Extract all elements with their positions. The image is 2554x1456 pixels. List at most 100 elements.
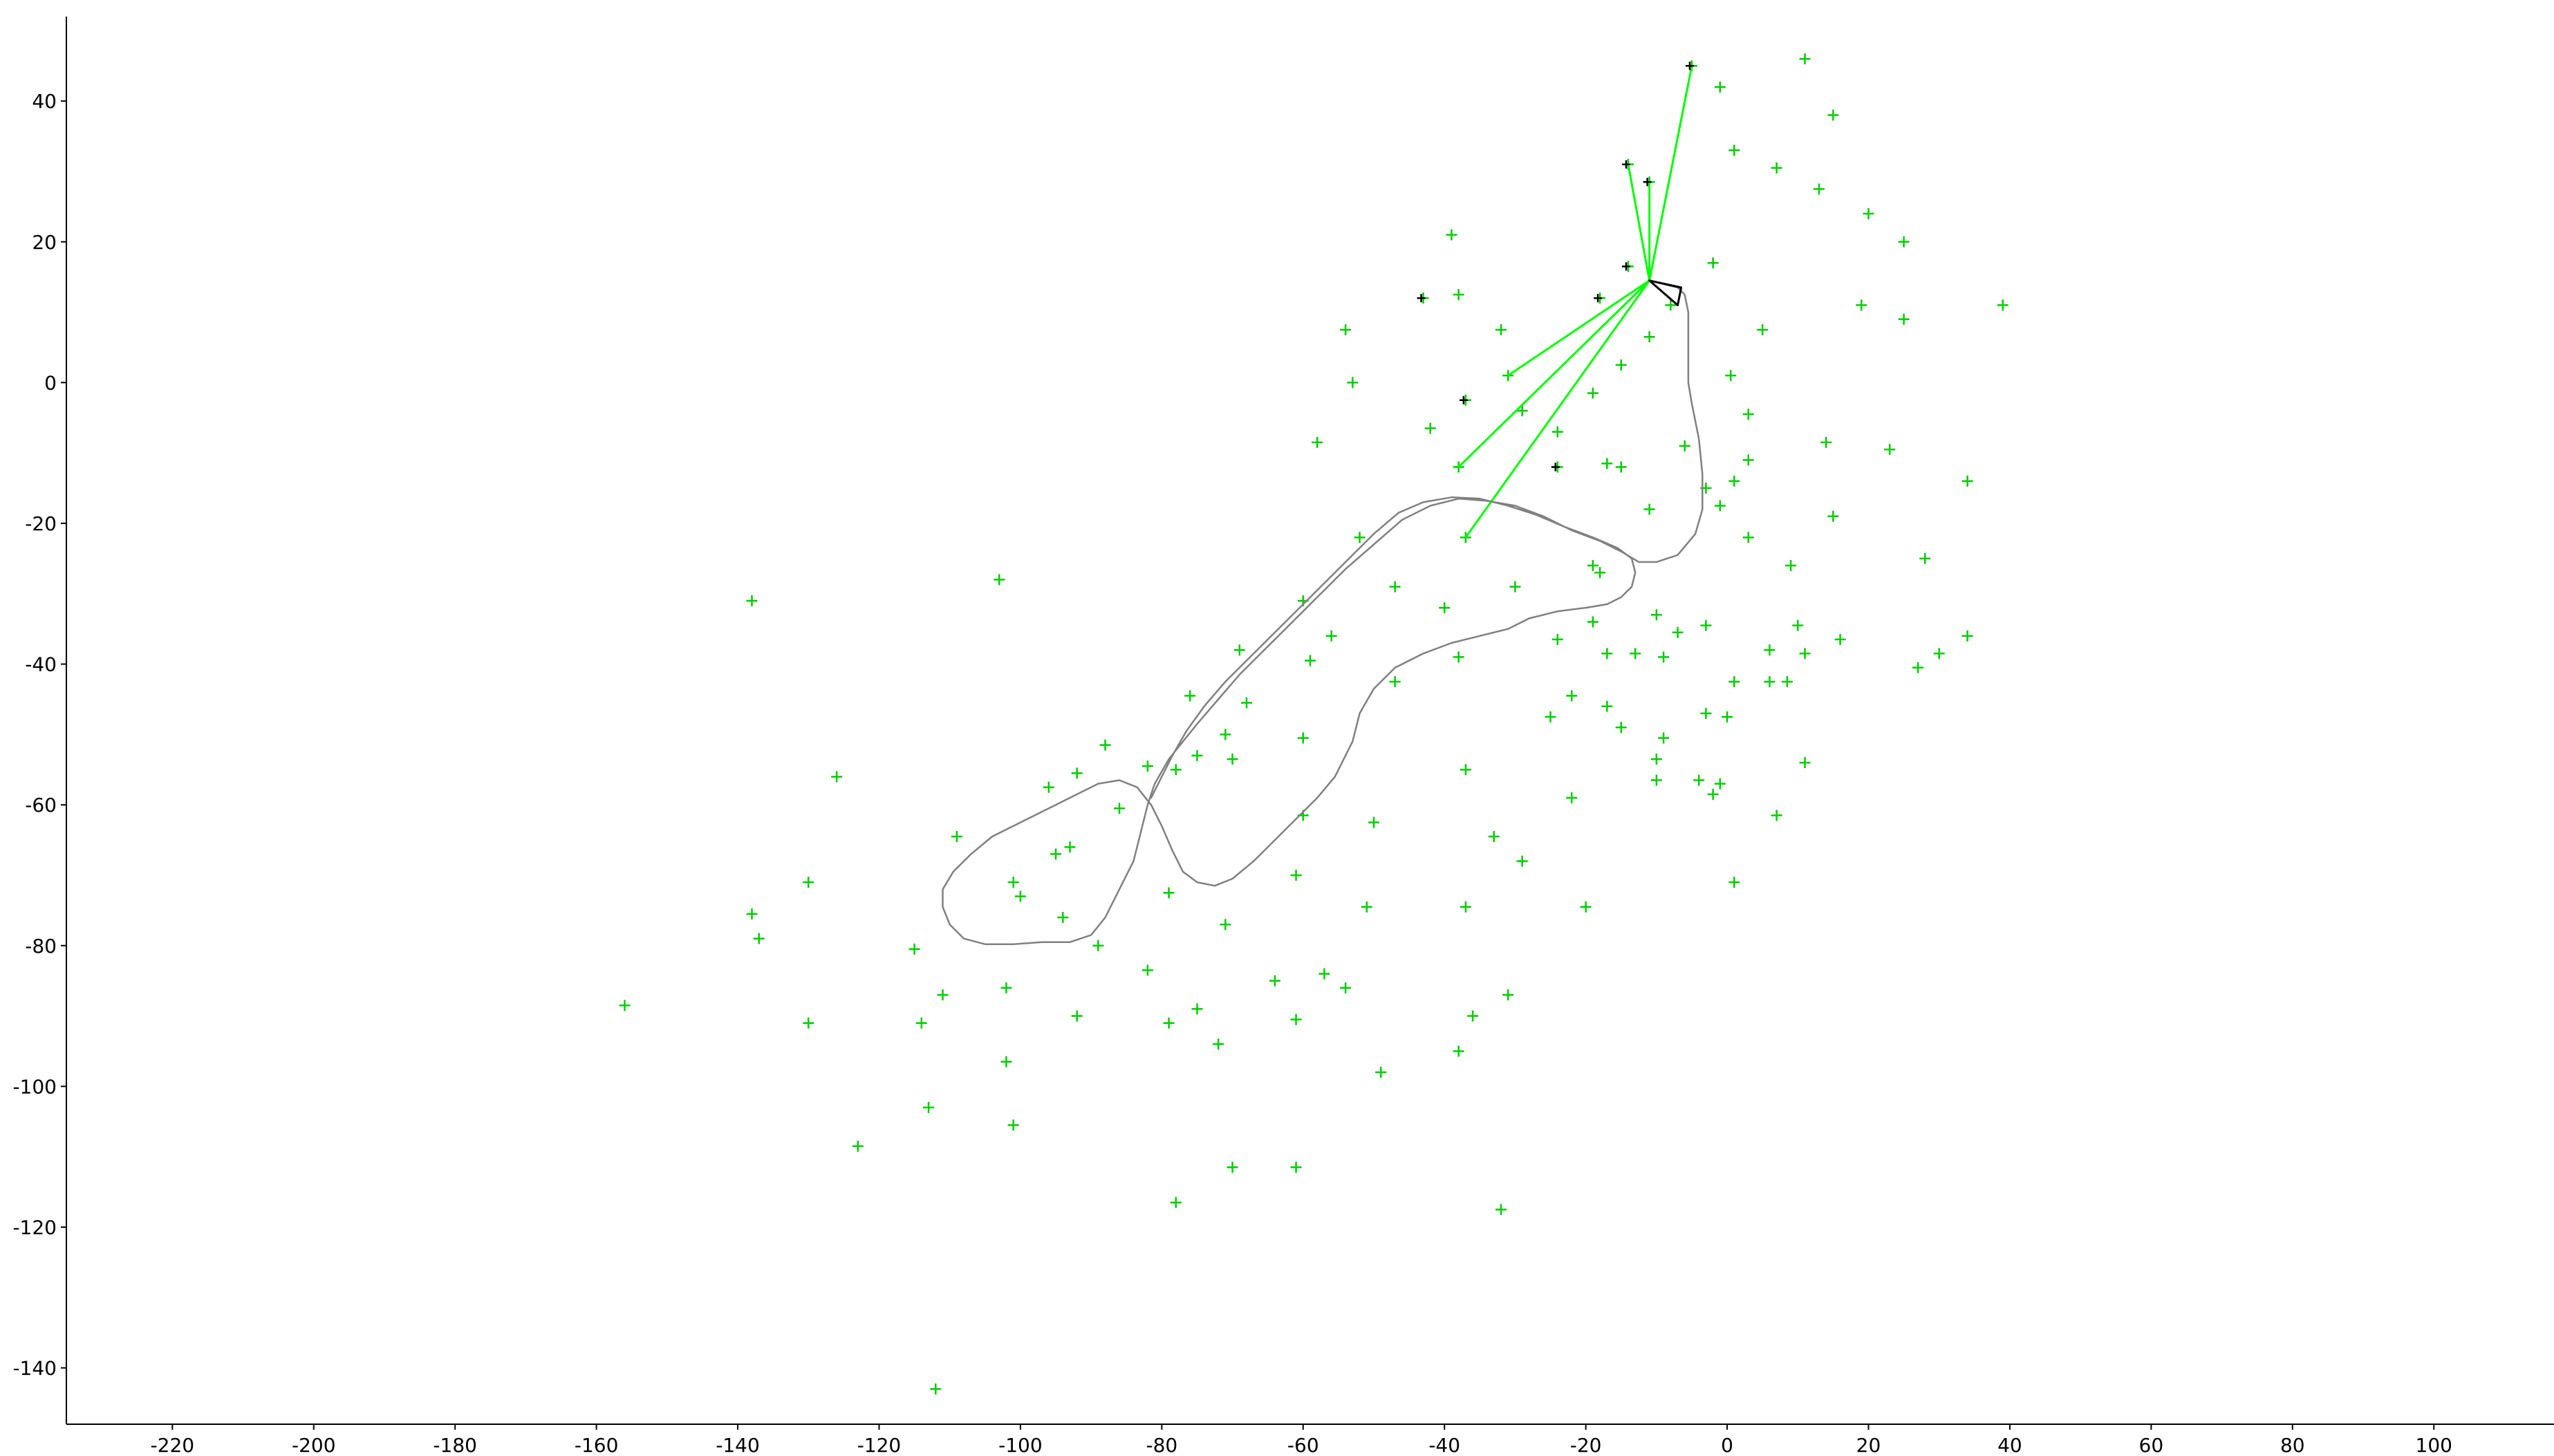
landmark-point (1679, 440, 1690, 451)
landmark-point (1728, 676, 1740, 688)
landmark-point (1361, 901, 1372, 913)
landmark-point (1781, 676, 1793, 688)
x-tick-label: 40 (1997, 1434, 2022, 1456)
landmark-point (619, 1000, 631, 1011)
landmark-point (1827, 109, 1839, 121)
x-tick-label: 20 (1856, 1434, 1881, 1456)
x-tick-label: 100 (2416, 1434, 2452, 1456)
observed-landmark-points (1417, 62, 1694, 472)
landmark-point (1728, 877, 1740, 888)
landmark-point (1799, 53, 1811, 65)
landmark-point (1764, 644, 1775, 656)
landmark-point (1191, 749, 1203, 761)
landmark-point (1714, 778, 1726, 790)
landmark-point (1728, 475, 1740, 487)
landmark-point (1863, 208, 1874, 220)
landmark-point (1000, 982, 1012, 993)
landmark-point (803, 1017, 814, 1029)
landmark-point (1446, 229, 1457, 241)
landmark-point (1757, 324, 1769, 336)
landmark-point (1630, 648, 1641, 660)
landmark-point (1170, 1197, 1182, 1208)
landmark-point (1509, 581, 1521, 592)
x-tick-label: -160 (575, 1434, 619, 1456)
landmark-point (1693, 774, 1705, 786)
landmark-point (1898, 313, 1910, 325)
landmark-point (1389, 676, 1401, 688)
landmark-point (1191, 1003, 1203, 1015)
landmark-point (1594, 567, 1606, 579)
landmark-point (1305, 655, 1316, 666)
landmark-point (1170, 764, 1182, 776)
y-ticks: 40 20 0 -20 -40 -60 -80 -100 -120 -140 (12, 90, 66, 1380)
landmark-point (1615, 722, 1627, 734)
landmark-point (1057, 912, 1069, 924)
plot-axes: -220 -200 -180 -160 -140 -120 -100 -80 -60 -40 -20… (12, 17, 2554, 1456)
landmark-point (1785, 560, 1797, 572)
observed-landmark-point (1459, 395, 1468, 404)
landmark-point (1290, 1161, 1302, 1173)
landmark-point (1643, 331, 1655, 343)
landmark-point (1340, 982, 1352, 993)
landmark-point (1233, 644, 1245, 656)
landmark-point (1269, 975, 1280, 987)
landmark-point (1658, 732, 1670, 744)
y-tick-label: 20 (32, 231, 57, 254)
landmark-point (1792, 619, 1804, 631)
landmark-point (1375, 1067, 1387, 1078)
landmark-point (930, 1383, 942, 1395)
landmark-point (1601, 700, 1613, 712)
landmark-point (1615, 359, 1627, 371)
landmark-point (1742, 454, 1754, 466)
landmark-point (1290, 1014, 1302, 1025)
x-tick-label: -100 (998, 1434, 1043, 1456)
landmark-point (1092, 940, 1104, 951)
x-tick-label: 0 (1721, 1434, 1733, 1456)
landmark-point (1220, 919, 1231, 931)
x-tick-label: -180 (433, 1434, 477, 1456)
y-tick-label: -60 (25, 794, 57, 816)
landmark-point (1650, 753, 1662, 765)
landmark-point (937, 989, 949, 1001)
landmark-point (1961, 475, 1973, 487)
landmark-point (1665, 299, 1677, 311)
landmark-point (1658, 651, 1670, 663)
observation-ray (1507, 279, 1650, 377)
y-tick-label: 40 (32, 90, 57, 113)
landmark-point (1467, 1010, 1479, 1022)
landmark-point (1424, 422, 1436, 434)
landmark-point (1241, 697, 1253, 709)
landmark-point (1318, 968, 1330, 980)
landmark-point (1587, 560, 1598, 572)
landmark-point (1007, 1119, 1019, 1131)
x-ticks: -220 -200 -180 -160 -140 -120 -100 -80 -60 -40 -20… (151, 1424, 2452, 1456)
x-tick-label: -120 (857, 1434, 902, 1456)
landmark-point (753, 933, 765, 944)
landmark-point (1961, 630, 1973, 642)
landmark-point (1799, 757, 1811, 769)
landmark-point (1580, 901, 1592, 913)
y-tick-label: -80 (25, 935, 57, 958)
y-tick-label: -120 (12, 1216, 57, 1239)
landmark-point (1340, 324, 1352, 336)
observed-landmark-point (1621, 160, 1630, 169)
landmark-point (1141, 760, 1153, 772)
landmark-point (746, 908, 758, 920)
observation-ray (1464, 279, 1650, 539)
robot-trajectory (942, 279, 1704, 945)
robot-pose-marker (1648, 279, 1683, 306)
x-tick-label: -80 (1146, 1434, 1177, 1456)
x-tick-label: -220 (151, 1434, 195, 1456)
landmark-point (1650, 609, 1662, 621)
landmark-point (1898, 236, 1910, 248)
landmark-point (1919, 552, 1931, 564)
observed-landmark-point (1621, 262, 1630, 271)
landmark-point (1601, 648, 1613, 660)
landmark-point (1764, 676, 1775, 688)
landmark-point (1827, 510, 1839, 522)
landmark-point (1834, 633, 1846, 645)
x-tick-label: 60 (2139, 1434, 2164, 1456)
y-tick-label: -100 (12, 1075, 57, 1098)
observed-landmark-point (1551, 463, 1560, 472)
landmark-point (1453, 289, 1464, 301)
